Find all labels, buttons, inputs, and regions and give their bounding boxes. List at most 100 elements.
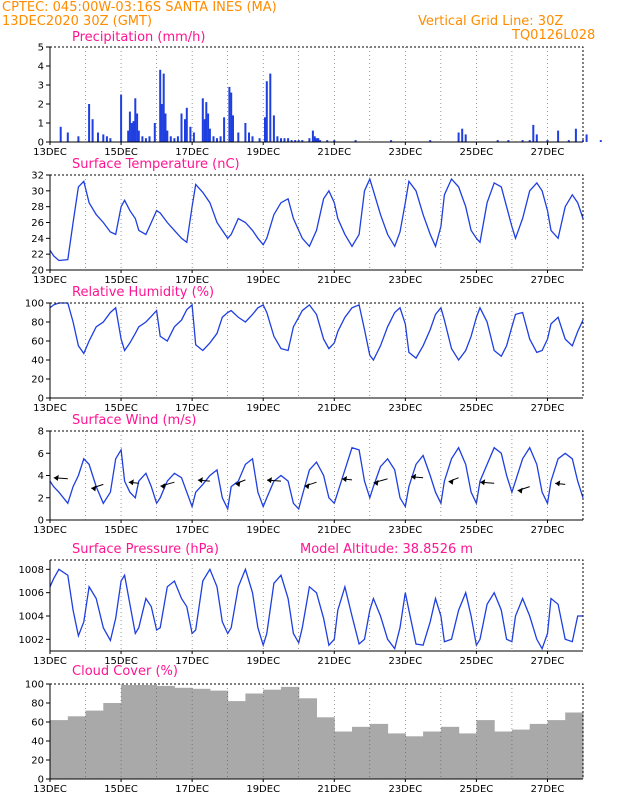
cloud-cover-ytick-label: 0: [38, 775, 44, 786]
precipitation-bar: [176, 136, 179, 142]
header-grid-note: Vertical Grid Line: 30Z: [418, 14, 564, 29]
precipitation-bar: [319, 140, 322, 142]
pressure-ytick-label: 1006: [19, 588, 44, 599]
cloud-cover-bar: [352, 726, 371, 780]
cloud-cover-bar: [476, 720, 495, 779]
pressure-xtick-label: 23DEC: [388, 656, 422, 667]
cloud-cover-ytick-label: 100: [25, 680, 44, 691]
temperature-xtick-label: 21DEC: [317, 275, 351, 286]
header-code: TQ0126L028: [512, 28, 596, 43]
wind-xtick-label: 25DEC: [460, 525, 494, 536]
cloud-cover-bar: [67, 716, 87, 779]
precipitation-bar: [185, 107, 188, 142]
precipitation-bar: [137, 130, 140, 142]
temperature-panel: [46, 174, 584, 273]
precipitation-bar: [333, 140, 336, 142]
header-location: CPTEC: 045:00W-03:16S SANTA INES (MA): [2, 0, 277, 15]
cloud-cover-bar: [423, 731, 442, 779]
precipitation-bar: [212, 136, 215, 142]
cloud-cover-xtick-label: 15DEC: [104, 784, 138, 795]
wind-xtick-label: 17DEC: [175, 525, 209, 536]
precipitation-ytick-label: 3: [38, 81, 44, 92]
precipitation-bar: [313, 136, 316, 142]
wind-title: Surface Wind (m/s): [72, 413, 196, 428]
header-date: 13DEC2020 30Z (GMT): [2, 14, 153, 29]
precipitation-bar: [127, 130, 130, 142]
wind-ytick-label: 4: [38, 471, 44, 482]
wind-ytick-label: 2: [38, 493, 44, 504]
wind-arrowhead: [304, 483, 310, 490]
precipitation-bar: [205, 102, 208, 142]
precipitation-bar: [258, 138, 261, 142]
humidity-xtick-label: 13DEC: [33, 403, 67, 414]
precipitation-bar: [77, 136, 80, 142]
precipitation-bar: [141, 136, 144, 142]
temperature-xtick-label: 19DEC: [246, 275, 280, 286]
humidity-ytick-label: 0: [38, 394, 44, 405]
humidity-xtick-label: 17DEC: [175, 403, 209, 414]
precipitation-bar: [557, 130, 560, 142]
wind-arrowhead: [128, 479, 134, 486]
precipitation-bar: [105, 136, 108, 142]
precipitation-xtick-label: 23DEC: [388, 147, 422, 158]
cloud-cover-xtick-label: 19DEC: [246, 784, 280, 795]
temperature-line: [49, 177, 584, 262]
precipitation-bar: [311, 130, 314, 142]
cloud-cover-bar: [192, 688, 211, 780]
cloud-cover-ytick-label: 40: [31, 737, 44, 748]
cloud-cover-bar: [458, 733, 477, 779]
precipitation-bar: [390, 140, 393, 142]
precipitation-bar: [326, 140, 329, 142]
precipitation-title: Precipitation (mm/h): [72, 30, 205, 45]
wind-frame: [49, 430, 584, 521]
cloud-cover-bar: [121, 685, 140, 779]
wind-arrowhead: [197, 477, 203, 484]
precipitation-bar: [180, 113, 183, 142]
cloud-cover-bar: [174, 687, 193, 779]
cloud-cover-bar: [103, 703, 122, 779]
precipitation-bar: [219, 136, 222, 142]
wind-xtick-label: 13DEC: [33, 525, 67, 536]
temperature-ytick-label: 26: [31, 218, 44, 229]
precipitation-bar: [136, 113, 139, 142]
wind-arrowhead: [342, 475, 348, 482]
precipitation-bar: [251, 136, 254, 142]
humidity-xtick-label: 19DEC: [246, 403, 280, 414]
precipitation-ytick-label: 1: [38, 119, 44, 130]
precipitation-bar: [297, 140, 300, 142]
temperature-xtick-label: 25DEC: [460, 275, 494, 286]
pressure-xtick-label: 17DEC: [175, 656, 209, 667]
cloud-cover-bar: [565, 712, 584, 779]
cloud-cover-bar: [511, 729, 531, 779]
cloud-cover-bar: [245, 693, 264, 779]
temperature-xtick-label: 23DEC: [388, 275, 422, 286]
cloud-cover-bar: [85, 710, 104, 779]
precipitation-bar: [130, 123, 133, 142]
cloud-cover-xtick-label: 21DEC: [317, 784, 351, 795]
cloud-cover-ytick-label: 60: [31, 718, 44, 729]
cloud-cover-xtick-label: 23DEC: [388, 784, 422, 795]
temperature-ytick-label: 24: [31, 234, 44, 245]
precipitation-bar: [120, 94, 123, 142]
humidity-xtick-label: 23DEC: [388, 403, 422, 414]
precipitation-bar: [599, 140, 602, 142]
cloud-cover-bar: [529, 723, 548, 779]
pressure-xtick-label: 27DEC: [531, 656, 565, 667]
wind-ytick-label: 6: [38, 449, 44, 460]
precipitation-bar: [280, 138, 282, 142]
precipitation-bar: [574, 128, 577, 142]
humidity-ytick-label: 40: [31, 356, 44, 367]
precipitation-bar: [223, 117, 226, 142]
humidity-xtick-label: 27DEC: [531, 403, 565, 414]
wind-arrowhead: [555, 480, 561, 487]
temperature-xtick-label: 13DEC: [33, 275, 67, 286]
wind-arrowhead: [480, 479, 486, 486]
cloud-cover-bar: [316, 717, 335, 780]
temperature-ytick-label: 32: [31, 171, 44, 182]
humidity-ytick-label: 80: [31, 318, 44, 329]
cloud-cover-bar: [387, 733, 406, 779]
precipitation-xtick-label: 21DEC: [317, 147, 351, 158]
cloud-cover-bar: [138, 685, 158, 779]
precipitation-bar: [91, 119, 94, 142]
pressure-xtick-label: 25DEC: [460, 656, 494, 667]
